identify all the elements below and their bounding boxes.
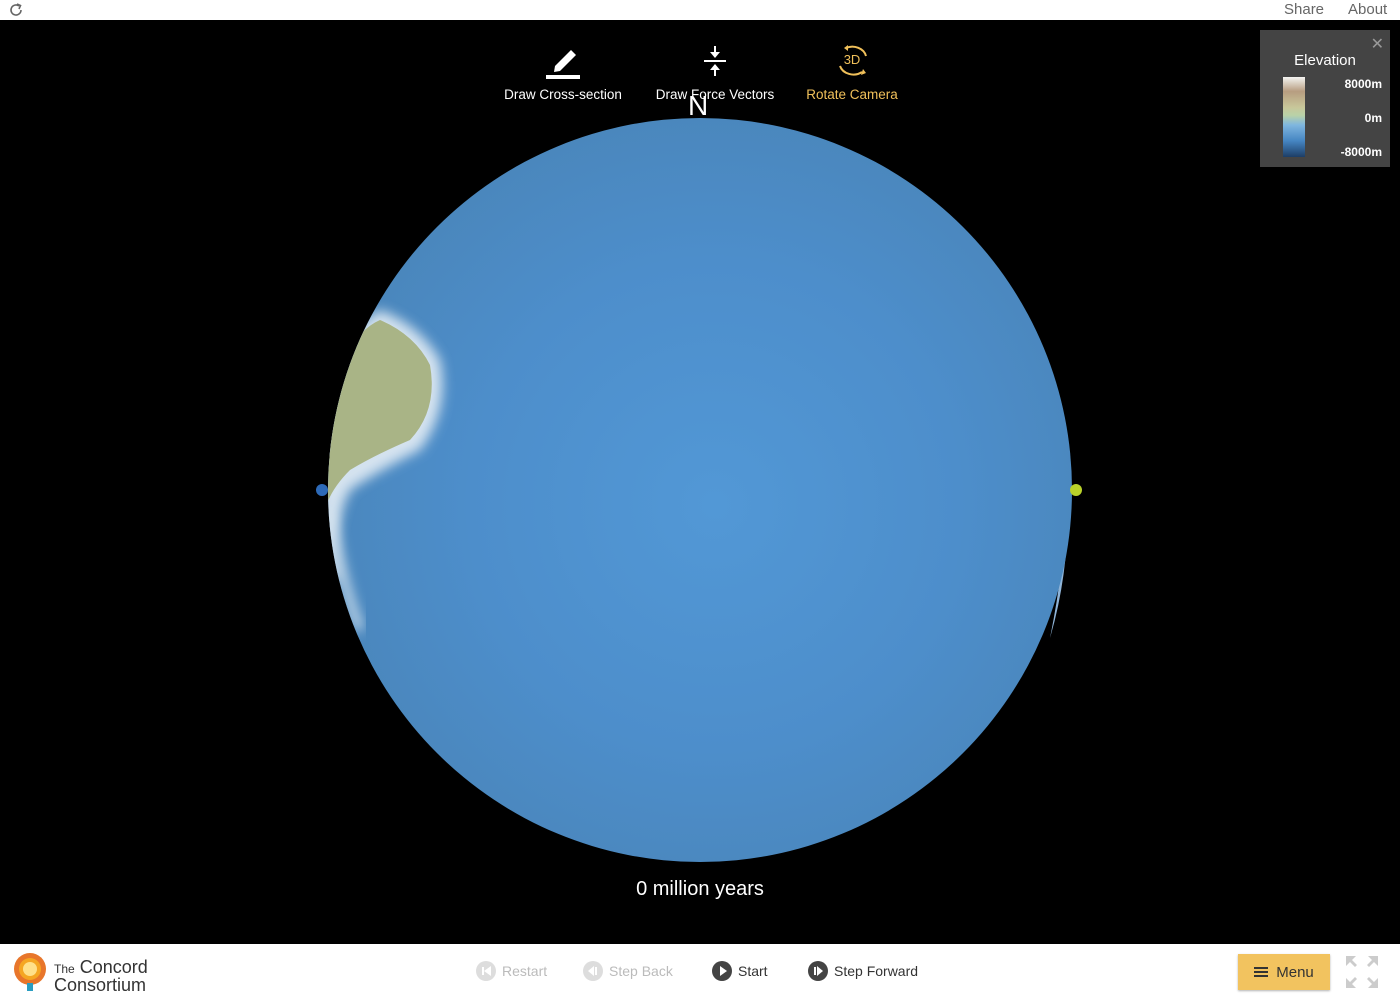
- logo-concord: Concord: [79, 957, 148, 977]
- continent: [328, 310, 443, 632]
- play-icon: [712, 961, 732, 981]
- reload-icon[interactable]: [8, 2, 24, 18]
- fullscreen-icon[interactable]: [1344, 954, 1380, 990]
- logo-text: The Concord Consortium: [54, 957, 148, 995]
- concord-logo[interactable]: The Concord Consortium: [10, 949, 170, 997]
- legend-min-label: -8000m: [1340, 145, 1382, 159]
- draw-force-vectors-button[interactable]: Draw Force Vectors: [650, 42, 780, 102]
- rotate-3d-icon: 3D: [839, 45, 867, 76]
- pencil-icon: [546, 50, 580, 79]
- logo-consortium: Consortium: [54, 975, 147, 995]
- start-button[interactable]: Start: [712, 961, 768, 981]
- restart-label: Restart: [502, 963, 548, 979]
- step-forward-label: Step Forward: [834, 963, 919, 979]
- hamburger-icon: [1254, 967, 1269, 977]
- step-forward-button[interactable]: Step Forward: [808, 961, 918, 981]
- restart-button[interactable]: Restart: [476, 961, 547, 981]
- step-forward-icon: [808, 961, 828, 981]
- simulation-stage[interactable]: Draw Cross-section Draw Force Vectors 3D…: [0, 20, 1400, 944]
- legend-title: Elevation: [1294, 52, 1356, 69]
- logo-the: The: [54, 962, 75, 976]
- step-back-icon: [583, 961, 603, 981]
- bottom-bar: The Concord Consortium Restart Step Back…: [0, 944, 1400, 1000]
- ocean-surface: [328, 118, 1072, 862]
- elevation-legend: ✕ Elevation 8000m 0m -8000m: [1260, 30, 1390, 167]
- rotate-camera-button[interactable]: 3D Rotate Camera: [800, 42, 904, 102]
- menu-label: Menu: [1276, 963, 1314, 981]
- lightbulb-logo-icon: [14, 953, 46, 991]
- menu-button[interactable]: Menu: [1238, 954, 1330, 990]
- plate-marker-left: [316, 484, 328, 496]
- legend-max-label: 8000m: [1344, 77, 1382, 91]
- planet-globe[interactable]: [300, 110, 1100, 870]
- elevation-color-bar: [1283, 77, 1305, 157]
- share-link[interactable]: Share: [1284, 1, 1325, 18]
- draw-force-vectors-label: Draw Force Vectors: [655, 87, 775, 102]
- rotate-3d-text: 3D: [844, 52, 861, 67]
- close-icon[interactable]: ✕: [1370, 36, 1384, 53]
- top-bar: Share About: [0, 0, 1400, 20]
- rotate-camera-label: Rotate Camera: [806, 87, 898, 102]
- about-link[interactable]: About: [1348, 1, 1388, 18]
- force-vectors-icon: [704, 46, 726, 76]
- draw-cross-section-button[interactable]: Draw Cross-section: [498, 42, 628, 102]
- draw-cross-section-label: Draw Cross-section: [504, 87, 622, 102]
- time-readout: 0 million years: [636, 878, 764, 900]
- step-back-button[interactable]: Step Back: [583, 961, 673, 981]
- start-label: Start: [738, 963, 768, 979]
- legend-mid-label: 0m: [1364, 111, 1382, 125]
- plate-marker-right: [1070, 484, 1082, 496]
- step-back-label: Step Back: [609, 963, 673, 979]
- restart-icon: [476, 961, 496, 981]
- north-indicator: N: [688, 90, 709, 121]
